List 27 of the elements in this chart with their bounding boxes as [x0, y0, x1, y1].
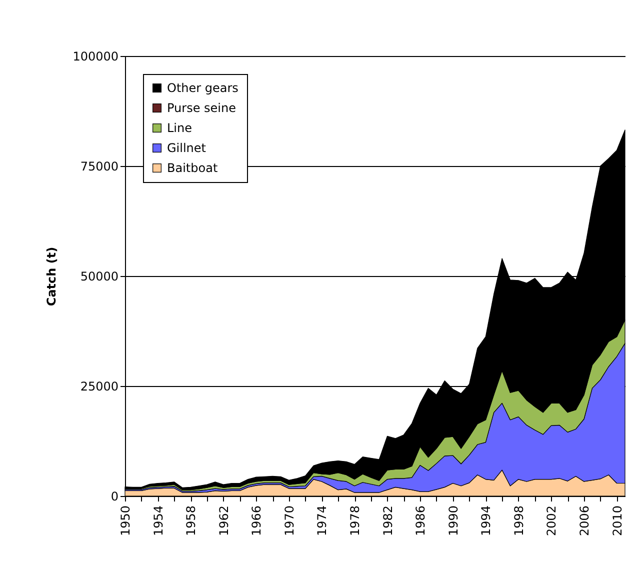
y-tick-label: 25000 [80, 380, 118, 394]
x-tick-label: 1998 [512, 506, 526, 536]
x-tick-label: 1966 [250, 506, 264, 536]
x-tick-label: 2002 [544, 506, 559, 536]
legend-label: Line [167, 121, 192, 135]
x-tick-label: 2006 [578, 506, 592, 536]
x-tick-label: 1962 [216, 506, 231, 536]
x-tick-label: 1978 [348, 506, 362, 536]
legend-label: Gillnet [167, 141, 206, 155]
x-tick-label: 1982 [380, 506, 395, 536]
x-tick-label: 2010 [610, 506, 624, 536]
legend-label: Baitboat [167, 161, 218, 175]
x-tick-label: 1994 [479, 506, 494, 536]
x-tick-label: 1970 [282, 506, 296, 536]
y-tick-label: 75000 [80, 160, 118, 174]
legend-label: Purse seine [167, 101, 236, 115]
y-tick-label: 100000 [72, 50, 118, 64]
x-tick-label: 1986 [414, 506, 428, 536]
y-tick-label: 0 [110, 490, 118, 504]
x-tick-label: 1954 [151, 506, 166, 536]
y-tick-label: 50000 [80, 270, 118, 284]
x-tick-label: 1950 [118, 506, 132, 536]
x-tick-label: 1974 [315, 506, 330, 536]
x-tick-label: 1958 [184, 506, 198, 536]
y-axis-title: Catch (t) [44, 246, 59, 306]
legend-label: Other gears [167, 81, 238, 95]
x-tick-label: 1990 [446, 506, 460, 536]
